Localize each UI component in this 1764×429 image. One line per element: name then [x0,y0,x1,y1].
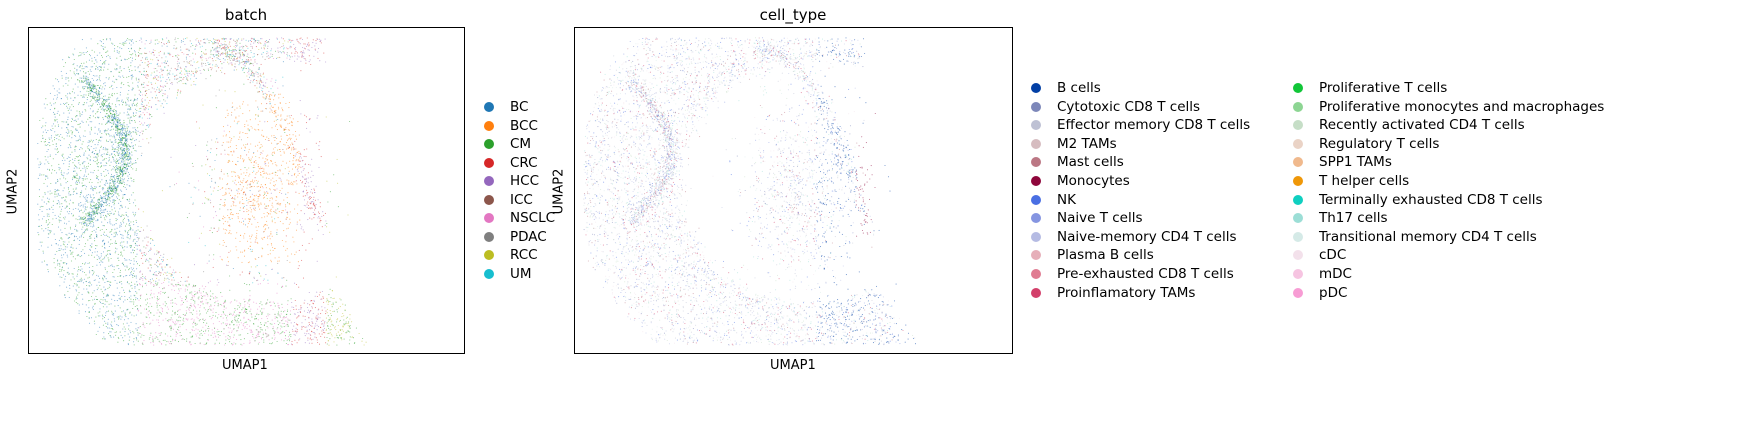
batch-plot-title: batch [224,6,268,24]
legend-marker [1031,138,1041,149]
legend-marker [1293,138,1303,149]
legend-label: cDC [1319,247,1347,264]
legend-label: CRC [510,154,538,171]
legend-label: Proinflamatory TAMs [1057,284,1196,301]
legend-marker [484,139,494,149]
legend-marker [1031,231,1041,242]
legend-marker [484,250,494,260]
legend-label: Proliferative T cells [1319,80,1448,96]
legend-marker [1293,176,1303,186]
legend-label: Cytotoxic CD8 T cells [1057,98,1201,115]
legend-label: PDAC [510,228,547,245]
legend-marker [1293,231,1303,242]
legend-marker [484,268,494,279]
legend-marker [1031,83,1041,93]
legend-marker [1031,194,1041,205]
legend-label: Pre-exhausted CD8 T cells [1057,266,1234,282]
legend-marker [1031,176,1041,186]
legend-marker [1031,269,1041,279]
legend-marker [1031,250,1041,261]
celltype-plot-area [574,27,1013,354]
legend-label: M2 TAMs [1057,135,1117,152]
legend-marker [1031,157,1041,168]
legend-label: HCC [510,173,540,189]
legend-marker [484,102,494,112]
legend-marker [484,157,494,168]
legend-label: Regulatory T cells [1319,135,1440,152]
celltype-legend: B cells Cytotoxic CD8 T cells Effector mem… [1031,78,1761,308]
legend-marker [1293,157,1303,168]
legend-marker [484,231,494,242]
legend-label: Terminally exhausted CD8 T cells [1319,191,1543,208]
celltype-y-axis-label: UMAP2 [551,168,567,215]
legend-marker [1293,287,1303,298]
legend-label: mDC [1319,266,1352,282]
legend-label: ICC [510,191,533,208]
legend-label: NSCLC [510,210,556,226]
celltype-plot-title: cell_type [759,6,827,24]
legend-label: Mast cells [1057,154,1124,171]
legend-label: Transitional memory CD4 T cells [1319,228,1537,245]
legend-label: Naive T cells [1057,210,1143,227]
celltype-x-axis-label: UMAP1 [770,358,816,373]
legend-marker [1031,101,1041,112]
legend-marker [1293,213,1303,224]
legend-label: Recently activated CD4 T cells [1319,117,1525,134]
legend-label: Plasma B cells [1057,247,1154,264]
legend-label: RCC [510,247,538,263]
legend-label: BCC [510,117,538,134]
legend-marker [1031,213,1041,224]
legend-label: SPP1 TAMs [1319,154,1392,171]
legend-label: B cells [1057,80,1101,96]
legend-marker [1293,194,1303,205]
celltype-scatter-svg [583,37,917,346]
scatter-points [583,37,917,346]
legend-marker [1293,269,1303,279]
legend-label: Effector memory CD8 T cells [1057,117,1251,134]
legend-marker [1293,83,1303,93]
batch-x-axis-label: UMAP1 [222,358,268,373]
legend-marker [1031,287,1041,298]
scatter-points [37,37,367,346]
batch-y-axis-label: UMAP2 [5,168,21,215]
legend-marker [1293,120,1303,131]
legend-label: Th17 cells [1319,210,1388,227]
legend-marker [1293,101,1303,112]
legend-marker [1031,120,1041,131]
batch-scatter-svg [37,37,367,346]
batch-plot-area [28,27,465,354]
legend-marker [484,176,494,186]
legend-marker [484,213,494,223]
legend-label: BC [510,99,529,115]
legend-label: T helper cells [1319,173,1410,189]
legend-label: UM [510,265,532,282]
legend-label: Naive-memory CD4 T cells [1057,228,1237,245]
legend-marker [484,120,494,131]
legend-marker [1293,250,1303,261]
legend-label: Proliferative monocytes and macrophages [1319,98,1605,115]
legend-label: Monocytes [1057,173,1130,189]
legend-label: NK [1057,191,1076,208]
legend-label: pDC [1319,284,1348,301]
legend-label: CM [510,136,532,152]
batch-legend: BC BCC CM CRC HCC ICC NSCLC PDAC RCC UM [484,97,574,287]
legend-marker [484,194,494,205]
